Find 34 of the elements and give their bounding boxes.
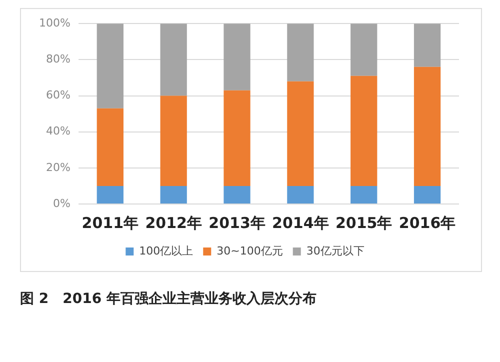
x-tick-label: 2014年 [272,214,329,232]
bar [160,96,187,186]
y-tick-label: 80% [46,52,70,66]
x-tick-label: 2016年 [398,214,456,232]
bar [414,186,441,204]
legend-label: 30~100亿元 [216,244,283,258]
bar [160,186,187,204]
bar [287,186,314,204]
x-tick-label: 2011年 [82,214,139,232]
bar [414,66,441,186]
caption: 图 2 2016 年百强企业主营业务收入层次分布 [20,290,318,308]
x-tick-label: 2012年 [145,214,202,232]
y-tick-label: 0% [52,196,70,210]
bar [224,90,250,186]
bar [350,24,378,76]
bar [96,24,124,108]
legend-label: 100亿以上 [139,244,194,258]
bar [96,108,124,186]
y-tick-label: 100% [38,16,70,30]
bar [224,186,250,204]
bar [350,76,378,186]
x-tick-label: 2013年 [208,214,266,232]
bar [160,24,187,96]
bar [287,81,314,186]
bar [224,24,250,90]
y-tick-label: 60% [46,88,70,102]
legend-label: 30亿元以下 [306,244,364,258]
bar [96,186,124,204]
y-tick-label: 40% [46,124,70,138]
bar [287,24,314,82]
bar [350,186,378,204]
x-tick-label: 2015年 [335,214,392,232]
y-tick-label: 20% [46,160,70,174]
bar [414,24,441,67]
